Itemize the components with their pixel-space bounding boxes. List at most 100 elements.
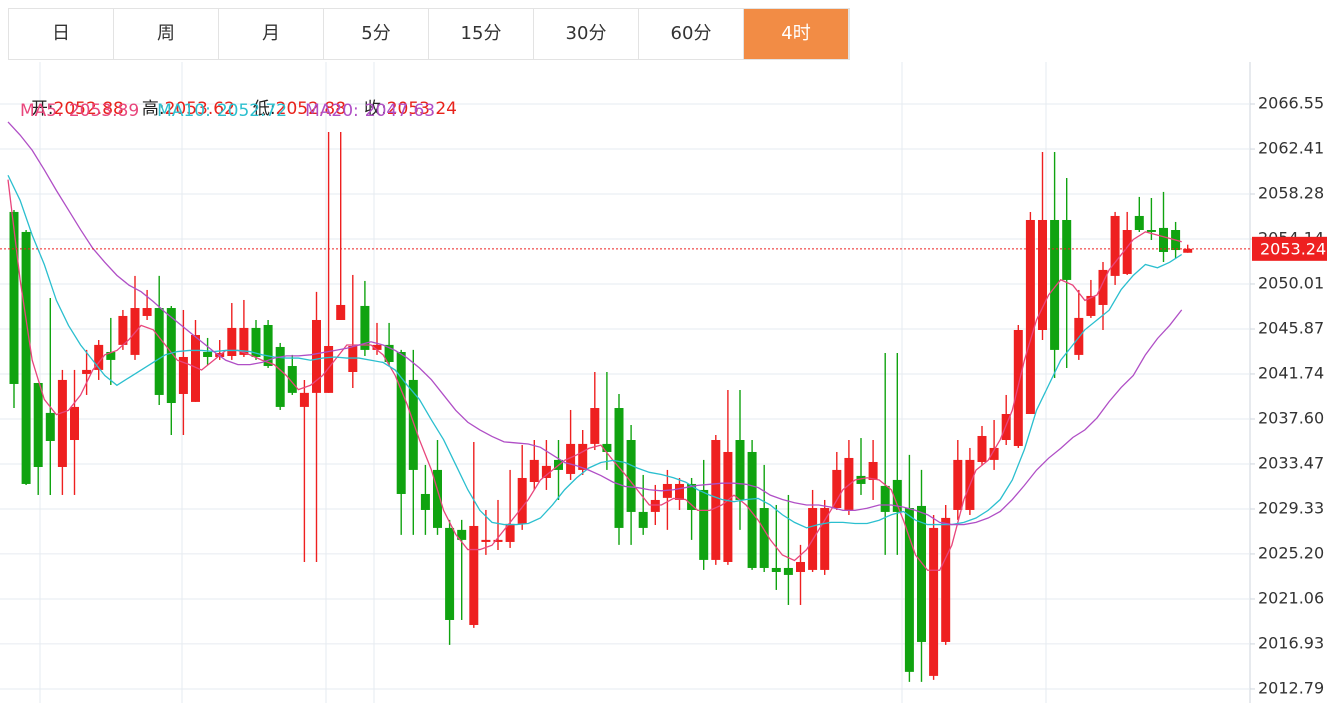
candle-body bbox=[433, 469, 442, 528]
info-value: 2052.88 bbox=[275, 99, 346, 119]
candle-body bbox=[832, 469, 842, 509]
candle-body bbox=[348, 345, 358, 372]
candle-body bbox=[420, 493, 430, 510]
candle-body bbox=[566, 443, 576, 474]
period-tab[interactable]: 5分 bbox=[324, 9, 429, 59]
candle-body bbox=[166, 308, 176, 404]
y-tick-label: 2050.01 bbox=[1258, 273, 1324, 292]
candle-body bbox=[299, 392, 309, 407]
candle-body bbox=[45, 412, 55, 441]
candle-body bbox=[505, 523, 515, 542]
period-tab[interactable]: 月 bbox=[219, 9, 324, 59]
candle-body bbox=[457, 529, 467, 540]
ma-legend: MA5: 2053.89 MA10: 2052.72 MA20: 2047.63 bbox=[20, 101, 453, 121]
period-tabs: 日周月 5分 15分 30分 60分 4时 bbox=[8, 8, 850, 60]
candle-body bbox=[130, 308, 140, 355]
candle-body bbox=[1159, 227, 1168, 252]
candle-body bbox=[590, 408, 600, 444]
period-tab[interactable]: 60分 bbox=[639, 9, 744, 59]
candle-body bbox=[1086, 295, 1096, 316]
candle-body bbox=[687, 483, 697, 510]
candle-body bbox=[929, 527, 939, 676]
price-tag bbox=[1252, 236, 1327, 261]
candle-body bbox=[1110, 215, 1120, 276]
period-tab[interactable]: 周 bbox=[114, 9, 219, 59]
y-tick-label: 2025.20 bbox=[1258, 543, 1324, 562]
candle-body bbox=[21, 231, 31, 484]
legend-name: MA10: bbox=[157, 101, 211, 121]
period-tab[interactable]: 日 bbox=[9, 9, 114, 59]
candle-body bbox=[541, 465, 551, 478]
candle-body bbox=[868, 461, 878, 480]
candle-body bbox=[675, 483, 684, 500]
candle-body bbox=[70, 406, 79, 441]
candle-body bbox=[759, 508, 769, 568]
y-tick-label: 2062.41 bbox=[1258, 139, 1324, 158]
candle-body bbox=[1134, 215, 1144, 231]
candle-body bbox=[396, 351, 406, 494]
info-label: 低: bbox=[252, 99, 276, 119]
ma-line bbox=[7, 121, 1183, 526]
candle-body bbox=[469, 525, 479, 625]
candle-body bbox=[892, 479, 902, 512]
candle-body bbox=[445, 527, 455, 620]
candle-body bbox=[783, 567, 793, 575]
candle-body bbox=[699, 489, 709, 560]
candle-body bbox=[481, 539, 491, 542]
candle-body bbox=[1183, 248, 1193, 253]
period-tab[interactable]: 15分 bbox=[429, 9, 534, 59]
candle-body bbox=[904, 508, 914, 672]
period-tab[interactable]: 30分 bbox=[534, 9, 639, 59]
candle-body bbox=[917, 505, 926, 642]
info-label: 收: bbox=[363, 99, 387, 119]
candle-body bbox=[1122, 230, 1132, 274]
ma-line bbox=[7, 179, 1182, 571]
candle-body bbox=[856, 475, 866, 484]
legend-value: 2053.89 bbox=[68, 101, 140, 121]
y-tick-label: 2066.55 bbox=[1258, 94, 1324, 113]
candle-body bbox=[263, 324, 273, 367]
candle-body bbox=[203, 351, 213, 357]
y-tick-label: 2029.33 bbox=[1258, 498, 1324, 517]
info-label: 开: bbox=[30, 99, 54, 119]
candle-body bbox=[324, 345, 334, 393]
candle-body bbox=[275, 346, 285, 407]
candle-body bbox=[336, 304, 346, 320]
candle-body bbox=[312, 319, 321, 393]
time-grid bbox=[39, 62, 1047, 703]
candle-body bbox=[578, 443, 588, 470]
candle-body bbox=[118, 315, 128, 345]
legend-name: MA20: bbox=[305, 101, 359, 121]
candle-body bbox=[844, 457, 854, 510]
info-label: 高: bbox=[141, 99, 165, 119]
candle-body bbox=[94, 344, 104, 370]
y-tick-label: 2021.06 bbox=[1258, 588, 1324, 607]
candle-body bbox=[408, 379, 418, 470]
info-value: 2053.62 bbox=[164, 99, 235, 119]
candle-body bbox=[941, 517, 951, 642]
candle-body bbox=[880, 485, 890, 512]
candle-body bbox=[493, 539, 503, 542]
candle-body bbox=[517, 477, 527, 524]
period-tab[interactable]: 4时 bbox=[744, 9, 849, 59]
candle-body bbox=[1050, 219, 1060, 350]
price-tag-label: 2053.24 bbox=[1260, 239, 1326, 258]
candle-body bbox=[1146, 230, 1156, 232]
candle-body bbox=[1001, 414, 1011, 441]
candle-body bbox=[1038, 219, 1047, 330]
y-tick-label: 2058.28 bbox=[1258, 183, 1324, 202]
candle-body bbox=[251, 327, 261, 357]
candle-body bbox=[626, 440, 636, 512]
candle-body bbox=[1098, 269, 1108, 305]
candle-body bbox=[711, 440, 721, 560]
info-value: 2052.88 bbox=[53, 99, 124, 119]
candle-body bbox=[1025, 219, 1035, 415]
candle-body bbox=[9, 211, 19, 384]
candle-body bbox=[142, 308, 152, 316]
candle-body bbox=[735, 440, 745, 500]
candle-body bbox=[106, 351, 116, 360]
legend-name: MA5: bbox=[20, 101, 63, 121]
y-tick-label: 2033.47 bbox=[1258, 453, 1324, 472]
y-tick-label: 2037.60 bbox=[1258, 409, 1324, 428]
y-tick-label: 2045.87 bbox=[1258, 319, 1324, 338]
